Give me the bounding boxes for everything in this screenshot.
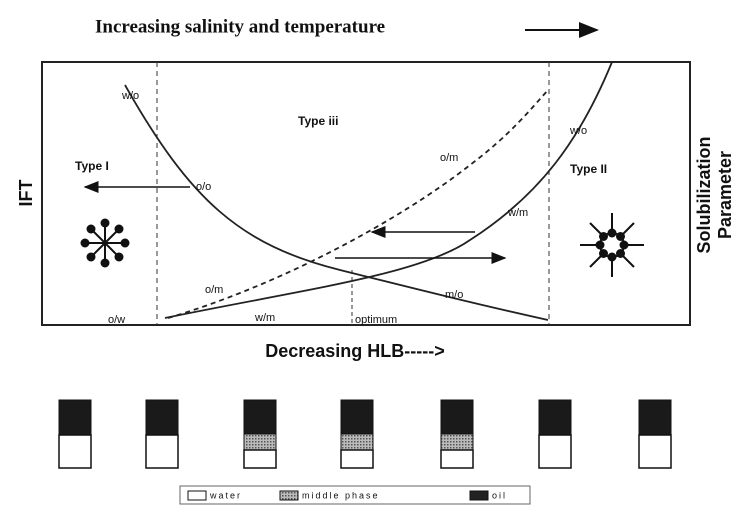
water-phase xyxy=(340,449,374,469)
water-phase xyxy=(243,449,277,469)
oil-phase xyxy=(440,399,474,435)
title: Increasing salinity and temperature xyxy=(95,16,385,37)
middle-phase xyxy=(440,433,474,451)
region-label: Type I xyxy=(75,159,109,173)
oil-phase xyxy=(58,399,92,436)
legend-frame xyxy=(179,485,531,505)
region-label: Type II xyxy=(570,162,607,176)
oil-phase xyxy=(638,399,672,436)
y-axis-label: IFT xyxy=(16,180,36,207)
legend-swatch xyxy=(187,490,207,501)
plot-frame xyxy=(41,61,691,326)
water-phase xyxy=(440,449,474,469)
legend-swatch xyxy=(469,490,489,501)
curve-label: o/m xyxy=(440,152,458,164)
curve-label: w/m xyxy=(507,207,528,219)
oil-phase xyxy=(340,399,374,435)
micelle-icon xyxy=(80,218,130,268)
curve-label: w/o xyxy=(569,125,587,137)
legend-swatch xyxy=(279,490,299,501)
curve-label: o/m xyxy=(205,284,223,296)
legend-label: middle phase xyxy=(302,490,380,500)
region-label: Type iii xyxy=(298,114,338,128)
x-axis-label: Decreasing HLB-----> xyxy=(265,341,445,361)
ift-curve xyxy=(164,61,613,319)
reverse-micelle-icon xyxy=(580,213,644,277)
water-phase xyxy=(145,434,179,469)
middle-phase xyxy=(243,433,277,451)
curve-label: o/o xyxy=(196,181,211,193)
water-phase xyxy=(638,434,672,469)
middle-phase xyxy=(340,433,374,451)
water-phase xyxy=(58,434,92,469)
curve-label: optimum xyxy=(355,314,397,326)
oil-phase xyxy=(243,399,277,435)
curve-label: o/w xyxy=(108,314,125,326)
curve-label: w/o xyxy=(121,90,139,102)
right-axis-label: Parameter xyxy=(715,151,735,239)
solubilization-curve xyxy=(167,89,549,319)
oil-phase xyxy=(145,399,179,436)
oil-phase xyxy=(538,399,572,436)
ift-curve xyxy=(124,84,549,321)
water-phase xyxy=(538,434,572,469)
curve-label: m/o xyxy=(445,289,463,301)
curve-label: w/m xyxy=(254,312,275,324)
legend-label: water xyxy=(209,490,242,500)
tube-row xyxy=(58,399,672,469)
legend-label: oil xyxy=(492,490,507,500)
right-axis-label: Solubilization xyxy=(694,137,714,254)
